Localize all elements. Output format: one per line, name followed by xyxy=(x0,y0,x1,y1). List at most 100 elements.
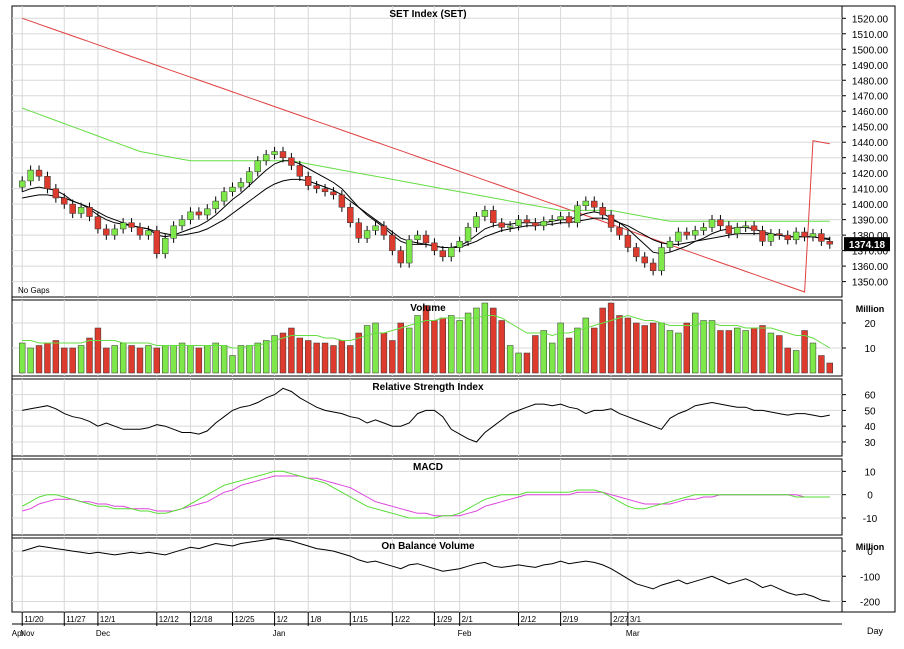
volume-bar xyxy=(591,327,598,374)
volume-bar xyxy=(464,312,472,374)
candle-up xyxy=(809,233,817,237)
x-tick-label: 1/2 xyxy=(277,615,289,624)
candle-down xyxy=(86,207,93,217)
panel-titles: SET Index (SET) Volume Relative Strength I… xyxy=(372,9,484,552)
volume-bar xyxy=(498,320,505,374)
macd-line xyxy=(21,470,830,519)
price-panel-frame xyxy=(11,5,843,298)
price-ytick-label: 1480.00 xyxy=(852,76,889,87)
macd-signal-line xyxy=(22,475,830,517)
candle-up xyxy=(456,241,463,248)
volume-bar xyxy=(422,305,430,374)
candle-down xyxy=(305,176,312,186)
candle-down xyxy=(801,231,808,237)
obv-line xyxy=(22,537,830,602)
obv-panel xyxy=(22,537,830,602)
volume-bar xyxy=(532,335,539,374)
rsi-ytick-label: 50 xyxy=(864,406,876,417)
outer-border xyxy=(11,5,896,613)
candle-down xyxy=(136,227,144,236)
volume-bar xyxy=(195,347,203,374)
candle-down xyxy=(61,197,68,205)
volume-bar xyxy=(262,340,270,374)
volume-bar xyxy=(372,322,379,374)
candle-up xyxy=(574,205,581,224)
candle-down xyxy=(195,211,203,216)
obv-unit-label: Million xyxy=(856,542,885,552)
candle-up xyxy=(506,225,514,228)
candle-up xyxy=(675,231,682,242)
volume-bar xyxy=(717,330,724,374)
x-axis-unit-label: Day xyxy=(867,626,884,636)
volume-bar xyxy=(254,342,261,374)
candle-down xyxy=(431,242,438,251)
x-tick-label: 1/22 xyxy=(394,615,410,624)
x-tick-label: 12/18 xyxy=(192,615,213,624)
x-tick-label: 12/12 xyxy=(159,615,180,624)
volume-bar xyxy=(119,342,127,374)
x-month-label: Apr xyxy=(12,629,25,638)
ma-long-line xyxy=(22,107,830,222)
price-ytick-label: 1520.00 xyxy=(852,14,889,25)
volume-bar xyxy=(321,342,329,374)
volume-bar xyxy=(136,347,144,374)
volume-bar xyxy=(338,340,346,374)
volume-bar xyxy=(296,337,304,374)
price-ytick-label: 1400.00 xyxy=(852,200,889,211)
candle-down xyxy=(128,222,135,228)
x-month-label: Dec xyxy=(96,629,110,638)
volume-bar xyxy=(809,342,817,374)
last-value-box xyxy=(844,237,890,252)
volume-bar xyxy=(279,332,287,374)
volume-bar xyxy=(548,342,556,374)
candle-up xyxy=(145,230,152,236)
rsi-panel xyxy=(22,387,830,443)
volume-bar xyxy=(162,345,169,374)
candle-down xyxy=(717,219,724,227)
candle-up xyxy=(742,225,749,228)
candle-up xyxy=(666,241,674,248)
candle-down xyxy=(523,219,531,224)
ma-very-long-line xyxy=(22,17,830,293)
candle-down xyxy=(35,169,43,177)
x-tick-label: 12/1 xyxy=(100,615,116,624)
obv-ytick-label: 0 xyxy=(867,547,873,558)
candle-down xyxy=(649,262,657,272)
candle-down xyxy=(776,233,783,236)
volume-bar xyxy=(759,325,766,374)
volume-bar xyxy=(111,345,118,374)
candle-up xyxy=(700,227,707,231)
volume-bar xyxy=(397,322,404,374)
candle-down xyxy=(330,191,337,196)
panel-frames xyxy=(11,5,896,613)
x-tick-label: 2/12 xyxy=(521,615,537,624)
volume-bar xyxy=(616,315,623,374)
volume-bar xyxy=(69,347,76,374)
candle-up xyxy=(111,228,118,236)
volume-bar xyxy=(515,352,522,374)
rsi-ytick-label: 30 xyxy=(864,438,876,449)
candle-up xyxy=(473,216,480,228)
rsi-ytick-label: 40 xyxy=(864,422,876,433)
x-tick-label: 11/27 xyxy=(66,615,86,624)
candle-up xyxy=(187,211,194,220)
volume-bar xyxy=(456,320,463,374)
volume-bar xyxy=(52,340,60,374)
volume-bar xyxy=(178,342,186,374)
volume-bar xyxy=(506,345,514,374)
price-ytick-label: 1460.00 xyxy=(852,107,889,118)
volume-bar xyxy=(607,302,615,374)
candle-up xyxy=(414,234,421,241)
candle-down xyxy=(498,222,505,228)
volume-ma-line xyxy=(22,314,831,349)
candle-up xyxy=(405,239,413,264)
volume-bar xyxy=(692,312,699,374)
volume-bar xyxy=(473,307,480,374)
volume-bar xyxy=(708,320,716,374)
price-ytick-label: 1350.00 xyxy=(852,278,889,289)
candle-down xyxy=(759,230,766,242)
volume-bar xyxy=(405,327,413,374)
price-ytick-label: 1430.00 xyxy=(852,154,889,165)
x-tick-label: 3/1 xyxy=(630,615,642,624)
candle-up xyxy=(658,247,665,272)
